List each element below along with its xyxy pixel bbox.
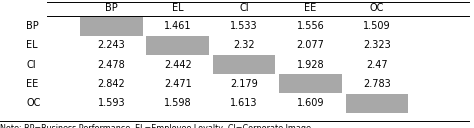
Text: 2.442: 2.442 xyxy=(164,60,191,70)
Text: 2.323: 2.323 xyxy=(363,40,391,50)
Text: BP: BP xyxy=(26,21,39,31)
Text: 1.593: 1.593 xyxy=(98,98,125,108)
Text: BP: BP xyxy=(105,3,118,13)
Text: 2.783: 2.783 xyxy=(363,79,391,89)
Text: EL: EL xyxy=(26,40,38,50)
Text: CI: CI xyxy=(26,60,36,70)
Text: 1.533: 1.533 xyxy=(230,21,258,31)
Text: 1.598: 1.598 xyxy=(164,98,191,108)
Text: 2.077: 2.077 xyxy=(297,40,324,50)
Text: CI: CI xyxy=(239,3,249,13)
Text: EE: EE xyxy=(304,3,317,13)
Bar xyxy=(80,17,143,36)
Text: Note: BP=Business Performance, EL=Employee Loyalty, CI=Corporate Image: Note: BP=Business Performance, EL=Employ… xyxy=(0,124,311,128)
Text: 2.243: 2.243 xyxy=(98,40,125,50)
Text: 2.478: 2.478 xyxy=(98,60,125,70)
Bar xyxy=(346,94,408,113)
Text: EL: EL xyxy=(172,3,183,13)
Text: 1.509: 1.509 xyxy=(363,21,391,31)
Text: 2.47: 2.47 xyxy=(366,60,388,70)
Bar xyxy=(279,74,342,93)
Text: 2.32: 2.32 xyxy=(233,40,255,50)
Text: 1.613: 1.613 xyxy=(230,98,258,108)
Text: 1.556: 1.556 xyxy=(297,21,324,31)
Text: 1.928: 1.928 xyxy=(297,60,324,70)
Text: 2.471: 2.471 xyxy=(164,79,191,89)
Text: OC: OC xyxy=(370,3,384,13)
Bar xyxy=(146,36,209,55)
Text: 2.179: 2.179 xyxy=(230,79,258,89)
Text: 1.609: 1.609 xyxy=(297,98,324,108)
Text: EE: EE xyxy=(26,79,38,89)
Text: 2.842: 2.842 xyxy=(98,79,125,89)
Text: OC: OC xyxy=(26,98,40,108)
Text: 1.461: 1.461 xyxy=(164,21,191,31)
Bar xyxy=(213,55,275,74)
